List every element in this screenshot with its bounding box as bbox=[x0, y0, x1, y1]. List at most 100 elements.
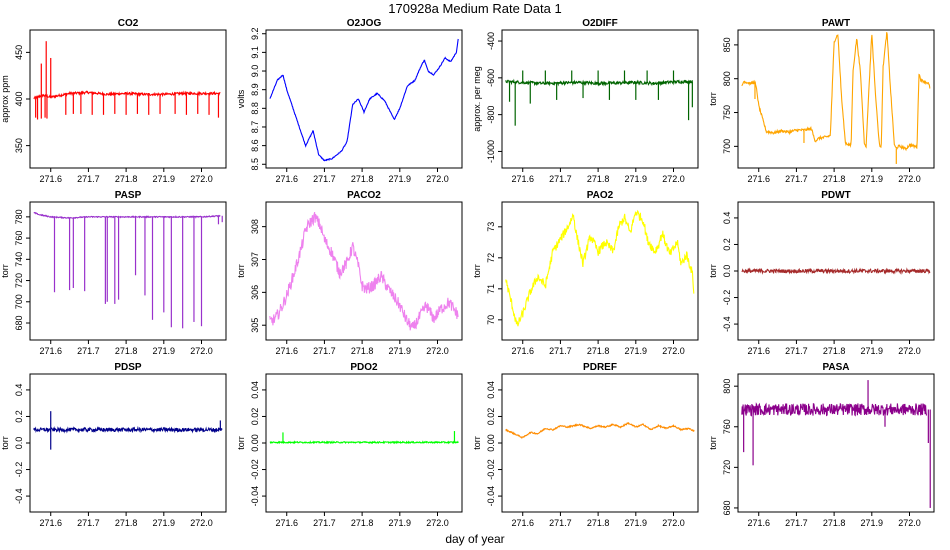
x-tick-label: 271.8 bbox=[587, 346, 610, 356]
x-tick-label: 271.9 bbox=[625, 518, 648, 528]
x-tick-label: 271.9 bbox=[861, 174, 884, 184]
y-axis-label: approx. per meg bbox=[472, 66, 482, 132]
x-tick-label: 271.8 bbox=[823, 346, 846, 356]
figure-title: 170928a Medium Rate Data 1 bbox=[388, 1, 561, 16]
y-tick-label: 0.02 bbox=[486, 408, 496, 426]
series-line bbox=[269, 440, 459, 445]
y-tick-label: 800 bbox=[722, 71, 732, 86]
y-tick-label: -0.04 bbox=[486, 486, 496, 507]
x-tick-label: 272.0 bbox=[662, 346, 685, 356]
y-axis-label: torr bbox=[236, 436, 246, 450]
x-tick-label: 271.7 bbox=[77, 174, 100, 184]
y-tick-label: 72 bbox=[486, 253, 496, 263]
y-axis-label: torr bbox=[708, 264, 718, 278]
y-tick-label: 450 bbox=[14, 45, 24, 60]
panel-title: PACO2 bbox=[347, 190, 381, 201]
plot-frame bbox=[737, 201, 935, 341]
x-tick-label: 271.9 bbox=[389, 346, 412, 356]
x-tick-label: 271.7 bbox=[785, 346, 808, 356]
panel-pao2: PAO2 torr 271.6 271.7 271.8 271.9 272.0 70 71 72 7… bbox=[472, 190, 699, 356]
y-tick-label: 760 bbox=[14, 231, 24, 246]
x-axis-label: day of year bbox=[445, 532, 504, 546]
x-tick-label: 271.8 bbox=[587, 518, 610, 528]
x-tick-label: 271.7 bbox=[549, 174, 572, 184]
y-tick-label: 0.2 bbox=[722, 238, 732, 251]
panel-grid: CO2 approx ppm 271.6 271.7 271.8 271.9 272.0 35… bbox=[0, 18, 935, 528]
y-tick-label: -1000 bbox=[486, 140, 496, 163]
panel-pdref: PDREF torr 271.6 271.7 271.8 271.9 272.0 -0.04 -… bbox=[472, 362, 699, 528]
y-tick-label: 720 bbox=[14, 273, 24, 288]
y-tick-label: 70 bbox=[486, 315, 496, 325]
x-tick-label: 271.6 bbox=[511, 346, 534, 356]
y-tick-label: 720 bbox=[722, 460, 732, 475]
panel-pasa: PASA torr 271.6 271.7 271.8 271.9 272.0 680 720 7… bbox=[708, 362, 935, 528]
plot-frame bbox=[29, 29, 227, 169]
y-tick-label: -800 bbox=[486, 106, 496, 124]
y-tick-label: 8.9 bbox=[250, 83, 260, 96]
x-tick-label: 271.9 bbox=[861, 346, 884, 356]
x-tick-label: 271.9 bbox=[153, 346, 176, 356]
plot-frame bbox=[29, 373, 227, 513]
x-tick-label: 271.6 bbox=[747, 174, 770, 184]
panel-pdo2: PDO2 torr 271.6 271.7 271.8 271.9 272.0 -0.04 -0… bbox=[236, 362, 463, 528]
y-tick-label: 0.0 bbox=[14, 437, 24, 450]
y-tick-label: 800 bbox=[722, 379, 732, 394]
y-tick-label: 9.2 bbox=[250, 27, 260, 40]
x-tick-label: 271.7 bbox=[313, 174, 336, 184]
panel-paco2: PACO2 torr 271.6 271.7 271.8 271.9 272.0 305 306… bbox=[236, 190, 463, 356]
panel-pdwt: PDWT torr 271.6 271.7 271.8 271.9 272.0 -0.4 -0.… bbox=[708, 190, 935, 356]
x-tick-label: 271.7 bbox=[785, 174, 808, 184]
y-tick-label: -400 bbox=[486, 32, 496, 50]
y-tick-label: 680 bbox=[722, 500, 732, 515]
panel-title: PAO2 bbox=[587, 190, 614, 201]
y-tick-label: 0.0 bbox=[722, 265, 732, 278]
y-tick-label: 9.1 bbox=[250, 46, 260, 59]
panel-title: PDSP bbox=[114, 362, 142, 373]
y-tick-label: 700 bbox=[722, 139, 732, 154]
y-tick-label: 0.04 bbox=[486, 381, 496, 399]
x-tick-label: 271.6 bbox=[39, 174, 62, 184]
x-tick-label: 271.7 bbox=[77, 346, 100, 356]
y-tick-label: 0.4 bbox=[722, 212, 732, 225]
y-tick-label: 73 bbox=[486, 222, 496, 232]
x-tick-label: 272.0 bbox=[190, 518, 213, 528]
plot-frame bbox=[737, 373, 935, 513]
y-tick-label: 0.02 bbox=[250, 408, 260, 426]
y-tick-label: 305 bbox=[250, 318, 260, 333]
panel-title: PASP bbox=[115, 190, 142, 201]
series-line bbox=[33, 90, 221, 100]
y-axis-label: volts bbox=[236, 89, 246, 108]
panel-co2: CO2 approx ppm 271.6 271.7 271.8 271.9 272.0 35… bbox=[0, 18, 227, 184]
y-tick-label: 0.2 bbox=[14, 410, 24, 423]
y-tick-label: -600 bbox=[486, 69, 496, 87]
x-tick-label: 272.0 bbox=[426, 518, 449, 528]
x-tick-label: 271.7 bbox=[313, 518, 336, 528]
y-tick-label: 780 bbox=[14, 209, 24, 224]
y-tick-label: 307 bbox=[250, 252, 260, 267]
y-tick-label: -0.2 bbox=[722, 290, 732, 306]
y-tick-label: 0.00 bbox=[250, 434, 260, 452]
y-tick-label: -0.4 bbox=[722, 316, 732, 332]
x-tick-label: 271.7 bbox=[785, 518, 808, 528]
x-tick-label: 271.8 bbox=[587, 174, 610, 184]
y-tick-label: -0.02 bbox=[250, 459, 260, 480]
series-line bbox=[505, 78, 693, 87]
y-axis-label: torr bbox=[472, 436, 482, 450]
panel-title: CO2 bbox=[118, 18, 139, 29]
x-tick-label: 272.0 bbox=[898, 346, 921, 356]
x-tick-label: 271.6 bbox=[275, 174, 298, 184]
x-tick-label: 271.8 bbox=[351, 174, 374, 184]
y-tick-label: 750 bbox=[722, 105, 732, 120]
series-line bbox=[741, 402, 928, 417]
plot-frame bbox=[265, 201, 463, 341]
series-line bbox=[505, 209, 695, 327]
x-tick-label: 272.0 bbox=[662, 518, 685, 528]
x-tick-label: 271.6 bbox=[275, 518, 298, 528]
x-tick-label: 271.6 bbox=[511, 518, 534, 528]
x-tick-label: 271.9 bbox=[153, 174, 176, 184]
x-tick-label: 271.8 bbox=[115, 174, 138, 184]
y-tick-label: -0.2 bbox=[14, 462, 24, 478]
x-tick-label: 271.7 bbox=[549, 518, 572, 528]
y-tick-label: -0.4 bbox=[14, 488, 24, 504]
